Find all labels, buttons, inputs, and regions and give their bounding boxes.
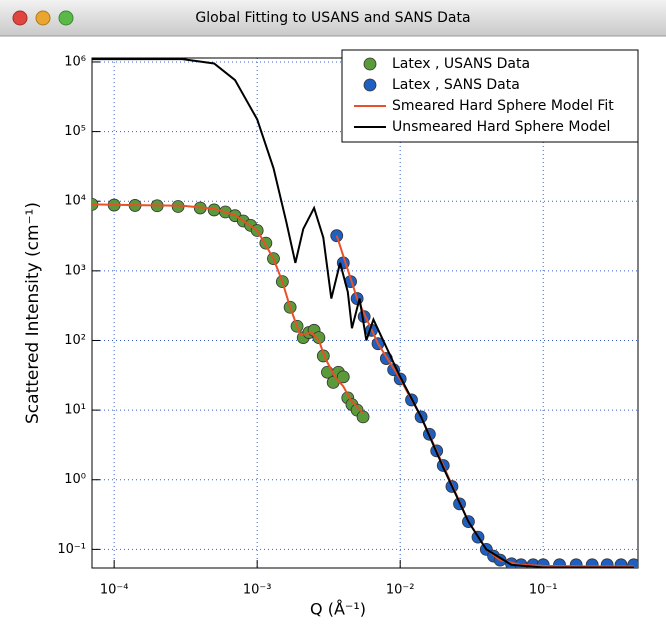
x-tick-label: 10⁻¹ bbox=[529, 583, 558, 598]
data-point bbox=[585, 558, 599, 568]
x-tick-label: 10⁻² bbox=[386, 583, 415, 598]
model-line bbox=[92, 58, 634, 568]
y-tick-label: 10³ bbox=[64, 263, 86, 278]
plot-marks bbox=[92, 58, 638, 568]
x-axis-title: Q (Å⁻¹) bbox=[310, 600, 366, 619]
legend-box bbox=[341, 49, 639, 143]
y-tick-label: 10² bbox=[64, 333, 86, 348]
y-tick-label: 10⁴ bbox=[64, 194, 86, 209]
y-tick-label: 10⁶ bbox=[64, 54, 86, 69]
data-point bbox=[600, 558, 614, 568]
close-button[interactable] bbox=[12, 10, 28, 26]
data-point bbox=[614, 558, 628, 568]
data-point bbox=[356, 410, 370, 424]
legend-label: Unsmeared Hard Sphere Model bbox=[392, 119, 610, 135]
y-tick-label: 10⁵ bbox=[64, 124, 86, 139]
y-tick-label: 10⁰ bbox=[64, 472, 86, 487]
legend-label: Latex , USANS Data bbox=[392, 56, 530, 72]
legend-label: Smeared Hard Sphere Model Fit bbox=[392, 98, 614, 114]
data-point bbox=[330, 229, 344, 243]
window-title: Global Fitting to USANS and SANS Data bbox=[195, 10, 470, 26]
legend-label: Latex , SANS Data bbox=[392, 77, 520, 93]
title-bar bbox=[0, 0, 666, 36]
data-point bbox=[553, 558, 566, 568]
y-axis-title: Scattered Intensity (cm⁻¹) bbox=[23, 202, 43, 424]
legend-swatch bbox=[363, 78, 377, 92]
y-tick-label: 10¹ bbox=[64, 403, 86, 418]
data-point bbox=[312, 331, 326, 344]
minimize-button[interactable] bbox=[35, 10, 51, 26]
y-tick-label: 10⁻¹ bbox=[57, 542, 86, 557]
x-tick-label: 10⁻³ bbox=[243, 583, 272, 598]
legend-swatch bbox=[363, 57, 377, 71]
data-point bbox=[569, 558, 583, 568]
zoom-button[interactable] bbox=[58, 10, 74, 26]
data-point bbox=[336, 370, 350, 384]
x-tick-label: 10⁻⁴ bbox=[100, 583, 129, 598]
